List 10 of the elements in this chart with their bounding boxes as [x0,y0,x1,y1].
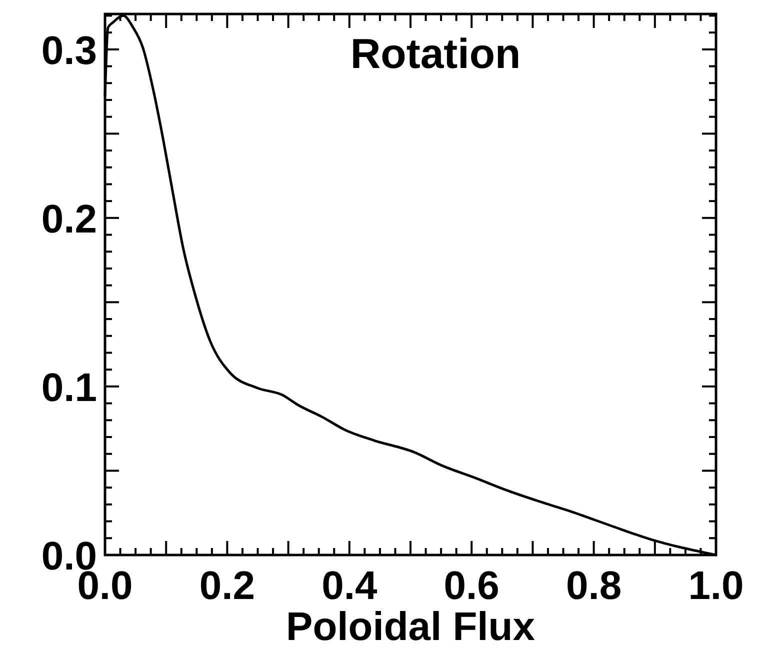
y-tick-label: 0.3 [41,28,97,73]
x-axis-title: Poloidal Flux [286,605,535,649]
x-tick-label: 0.6 [444,564,500,608]
chart-title: Rotation [350,30,521,77]
x-tick-label: 0.4 [322,564,378,608]
x-tick-label: 0.2 [199,564,256,608]
y-tick-label: 0.2 [41,197,97,242]
x-tick-label: 0.8 [566,564,622,608]
y-tick-label: 0.1 [41,366,97,410]
x-tick-label: 1.0 [688,564,744,608]
